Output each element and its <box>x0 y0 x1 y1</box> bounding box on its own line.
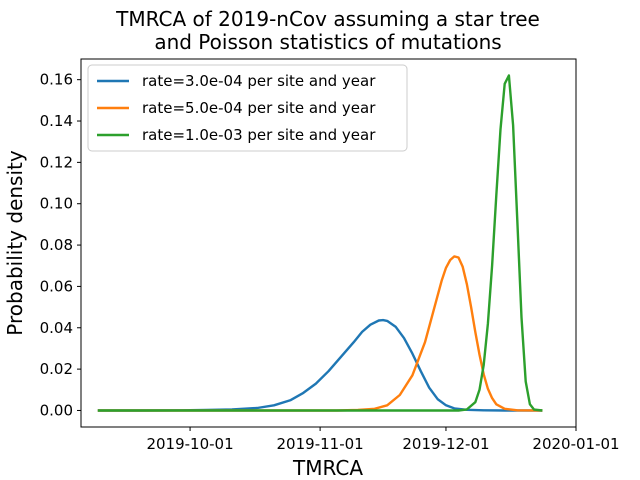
x-tick-label: 2019-10-01 <box>146 435 233 453</box>
legend-label-1: rate=3.0e-04 per site and year <box>142 72 376 90</box>
y-tick-label: 0.06 <box>40 277 73 295</box>
y-tick-label: 0.16 <box>40 71 73 89</box>
series-line-3 <box>97 74 543 412</box>
y-tick-label: 0.14 <box>40 112 73 130</box>
x-axis-label: TMRCA <box>292 456 363 480</box>
x-tick-label: 2019-12-01 <box>402 435 489 453</box>
legend-label-3: rate=1.0e-03 per site and year <box>142 126 376 144</box>
y-axis-label: Probability density <box>3 150 27 336</box>
y-tick-label: 0.00 <box>40 401 73 419</box>
x-tick-label: 2020-01-01 <box>532 435 619 453</box>
y-tick-label: 0.08 <box>40 236 73 254</box>
y-tick-label: 0.12 <box>40 153 73 171</box>
chart-title-line-1: TMRCA of 2019-nCov assuming a star tree <box>115 7 540 31</box>
legend: rate=3.0e-04 per site and year rate=5.0e-… <box>87 64 408 152</box>
y-tick-label: 0.02 <box>40 360 73 378</box>
series-line-1 <box>97 318 543 412</box>
x-axis: 2019-10-01 2019-11-01 2019-12-01 2020-01-01 <box>146 427 620 453</box>
legend-label-2: rate=5.0e-04 per site and year <box>142 99 376 117</box>
y-tick-label: 0.04 <box>40 319 73 337</box>
series-layer <box>97 74 543 412</box>
plot-frame <box>80 58 577 428</box>
x-tick-label: 2019-11-01 <box>277 435 364 453</box>
y-tick-label: 0.10 <box>40 195 73 213</box>
series-line-2 <box>97 255 543 412</box>
legend-box <box>87 64 408 152</box>
y-axis: 0.00 0.02 0.04 0.06 0.08 0.10 0.12 0.14 0.16 <box>40 71 81 419</box>
chart-title-line-2: and Poisson statistics of mutations <box>154 30 501 54</box>
